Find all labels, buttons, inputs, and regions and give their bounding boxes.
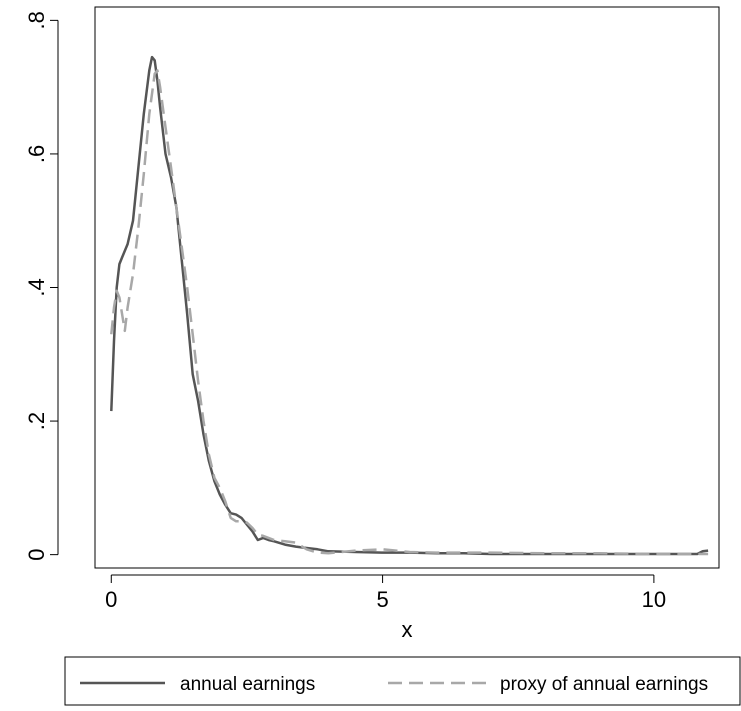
legend: annual earnings proxy of annual earnings xyxy=(64,656,741,706)
x-axis-label: x xyxy=(402,617,413,642)
series-layer xyxy=(110,55,709,556)
y-tick-label: .8 xyxy=(24,11,49,29)
y-tick-label: 0 xyxy=(24,549,49,561)
y-tick-label: .4 xyxy=(24,278,49,296)
plot-area-frame xyxy=(94,6,720,569)
y-tick-label: .6 xyxy=(24,145,49,163)
y-axis: 0 .2 .4 .6 .8 xyxy=(24,11,59,561)
legend-box xyxy=(64,656,741,706)
legend-label-2: proxy of annual earnings xyxy=(500,674,708,695)
legend-label-1: annual earnings xyxy=(180,674,315,695)
series-line-2 xyxy=(110,69,709,556)
y-tick-label: .2 xyxy=(24,412,49,430)
series-line-1 xyxy=(110,55,709,556)
x-tick-label: 10 xyxy=(642,587,666,612)
x-tick-label: 0 xyxy=(105,587,117,612)
x-tick-label: 5 xyxy=(376,587,388,612)
x-axis: 0 5 10 xyxy=(105,574,666,612)
